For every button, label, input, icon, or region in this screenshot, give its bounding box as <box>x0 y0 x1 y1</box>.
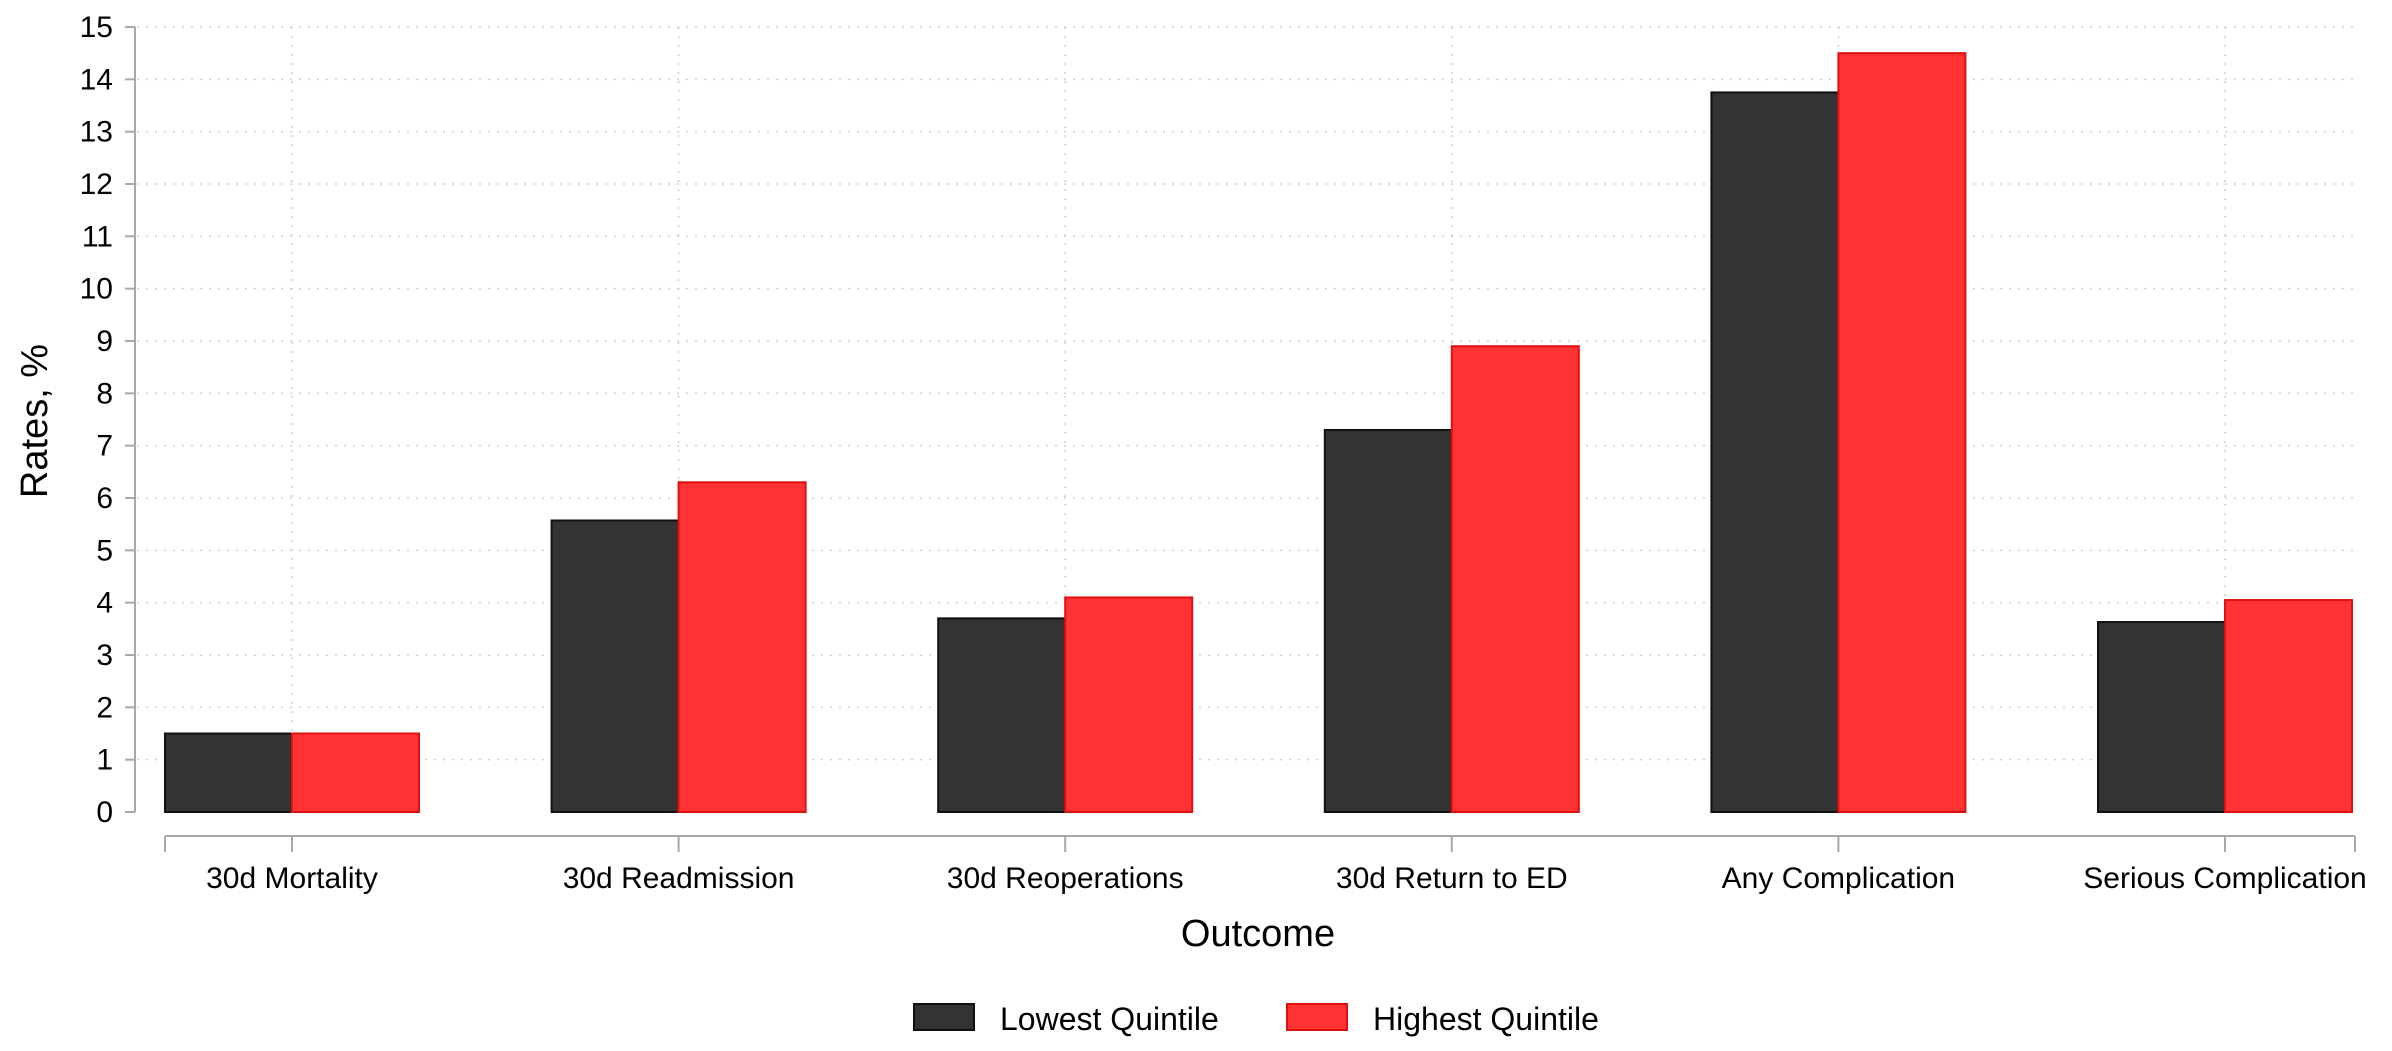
y-tick-label: 3 <box>96 639 113 672</box>
x-tick-label: 30d Reoperations <box>947 862 1184 895</box>
y-tick-label: 6 <box>96 482 113 515</box>
y-tick-label: 13 <box>80 116 113 149</box>
y-tick-label: 1 <box>96 744 113 777</box>
x-tick-label: 30d Return to ED <box>1336 862 1568 895</box>
legend-label-lowest: Lowest Quintile <box>1000 1001 1219 1037</box>
x-tick-label: 30d Mortality <box>206 862 378 895</box>
y-tick-label: 5 <box>96 534 113 567</box>
x-tick-label: 30d Readmission <box>563 862 795 895</box>
legend-swatch-highest <box>1286 1003 1348 1031</box>
bar-highest-quintile <box>1450 345 1580 813</box>
y-tick-label: 4 <box>96 587 113 620</box>
y-tick-label: 11 <box>82 220 113 253</box>
y-tick-label: 0 <box>96 796 113 829</box>
x-axis-title: Outcome <box>1181 913 1335 955</box>
bar-highest-quintile <box>2224 599 2353 813</box>
y-axis-title: Rates, % <box>14 344 56 498</box>
axes <box>134 27 2355 837</box>
bar-lowest-quintile <box>1323 428 1453 813</box>
legend-swatch-lowest <box>913 1003 975 1031</box>
bar-lowest-quintile <box>550 519 680 814</box>
bar-lowest-quintile <box>937 617 1067 813</box>
y-tick-label: 9 <box>96 325 113 358</box>
bar-lowest-quintile <box>164 732 293 813</box>
y-tick-label: 8 <box>96 377 113 410</box>
legend-label-highest: Highest Quintile <box>1373 1001 1599 1037</box>
bar-highest-quintile <box>677 481 807 813</box>
bar-lowest-quintile <box>1710 91 1840 813</box>
x-ticks: 30d Mortality 30d Readmission 30d Reoperat… <box>164 836 2367 895</box>
y-tick-label: 15 <box>80 11 113 44</box>
bar-highest-quintile <box>1064 596 1194 814</box>
legend: Lowest Quintile Highest Quintile <box>913 1001 1599 1037</box>
bars <box>164 52 2353 814</box>
x-tick-label: Any Complication <box>1722 862 1955 895</box>
y-tick-label: 10 <box>80 273 113 306</box>
y-tick-label: 14 <box>80 63 113 96</box>
bar-highest-quintile <box>1837 52 1967 813</box>
y-tick-label: 2 <box>96 691 113 724</box>
x-tick-label: Serious Complication <box>2083 862 2366 895</box>
grid-lines <box>137 26 2355 812</box>
bar-lowest-quintile <box>2097 621 2226 814</box>
bar-highest-quintile <box>291 732 420 813</box>
y-tick-label: 12 <box>80 168 113 201</box>
y-tick-label: 7 <box>96 430 113 463</box>
